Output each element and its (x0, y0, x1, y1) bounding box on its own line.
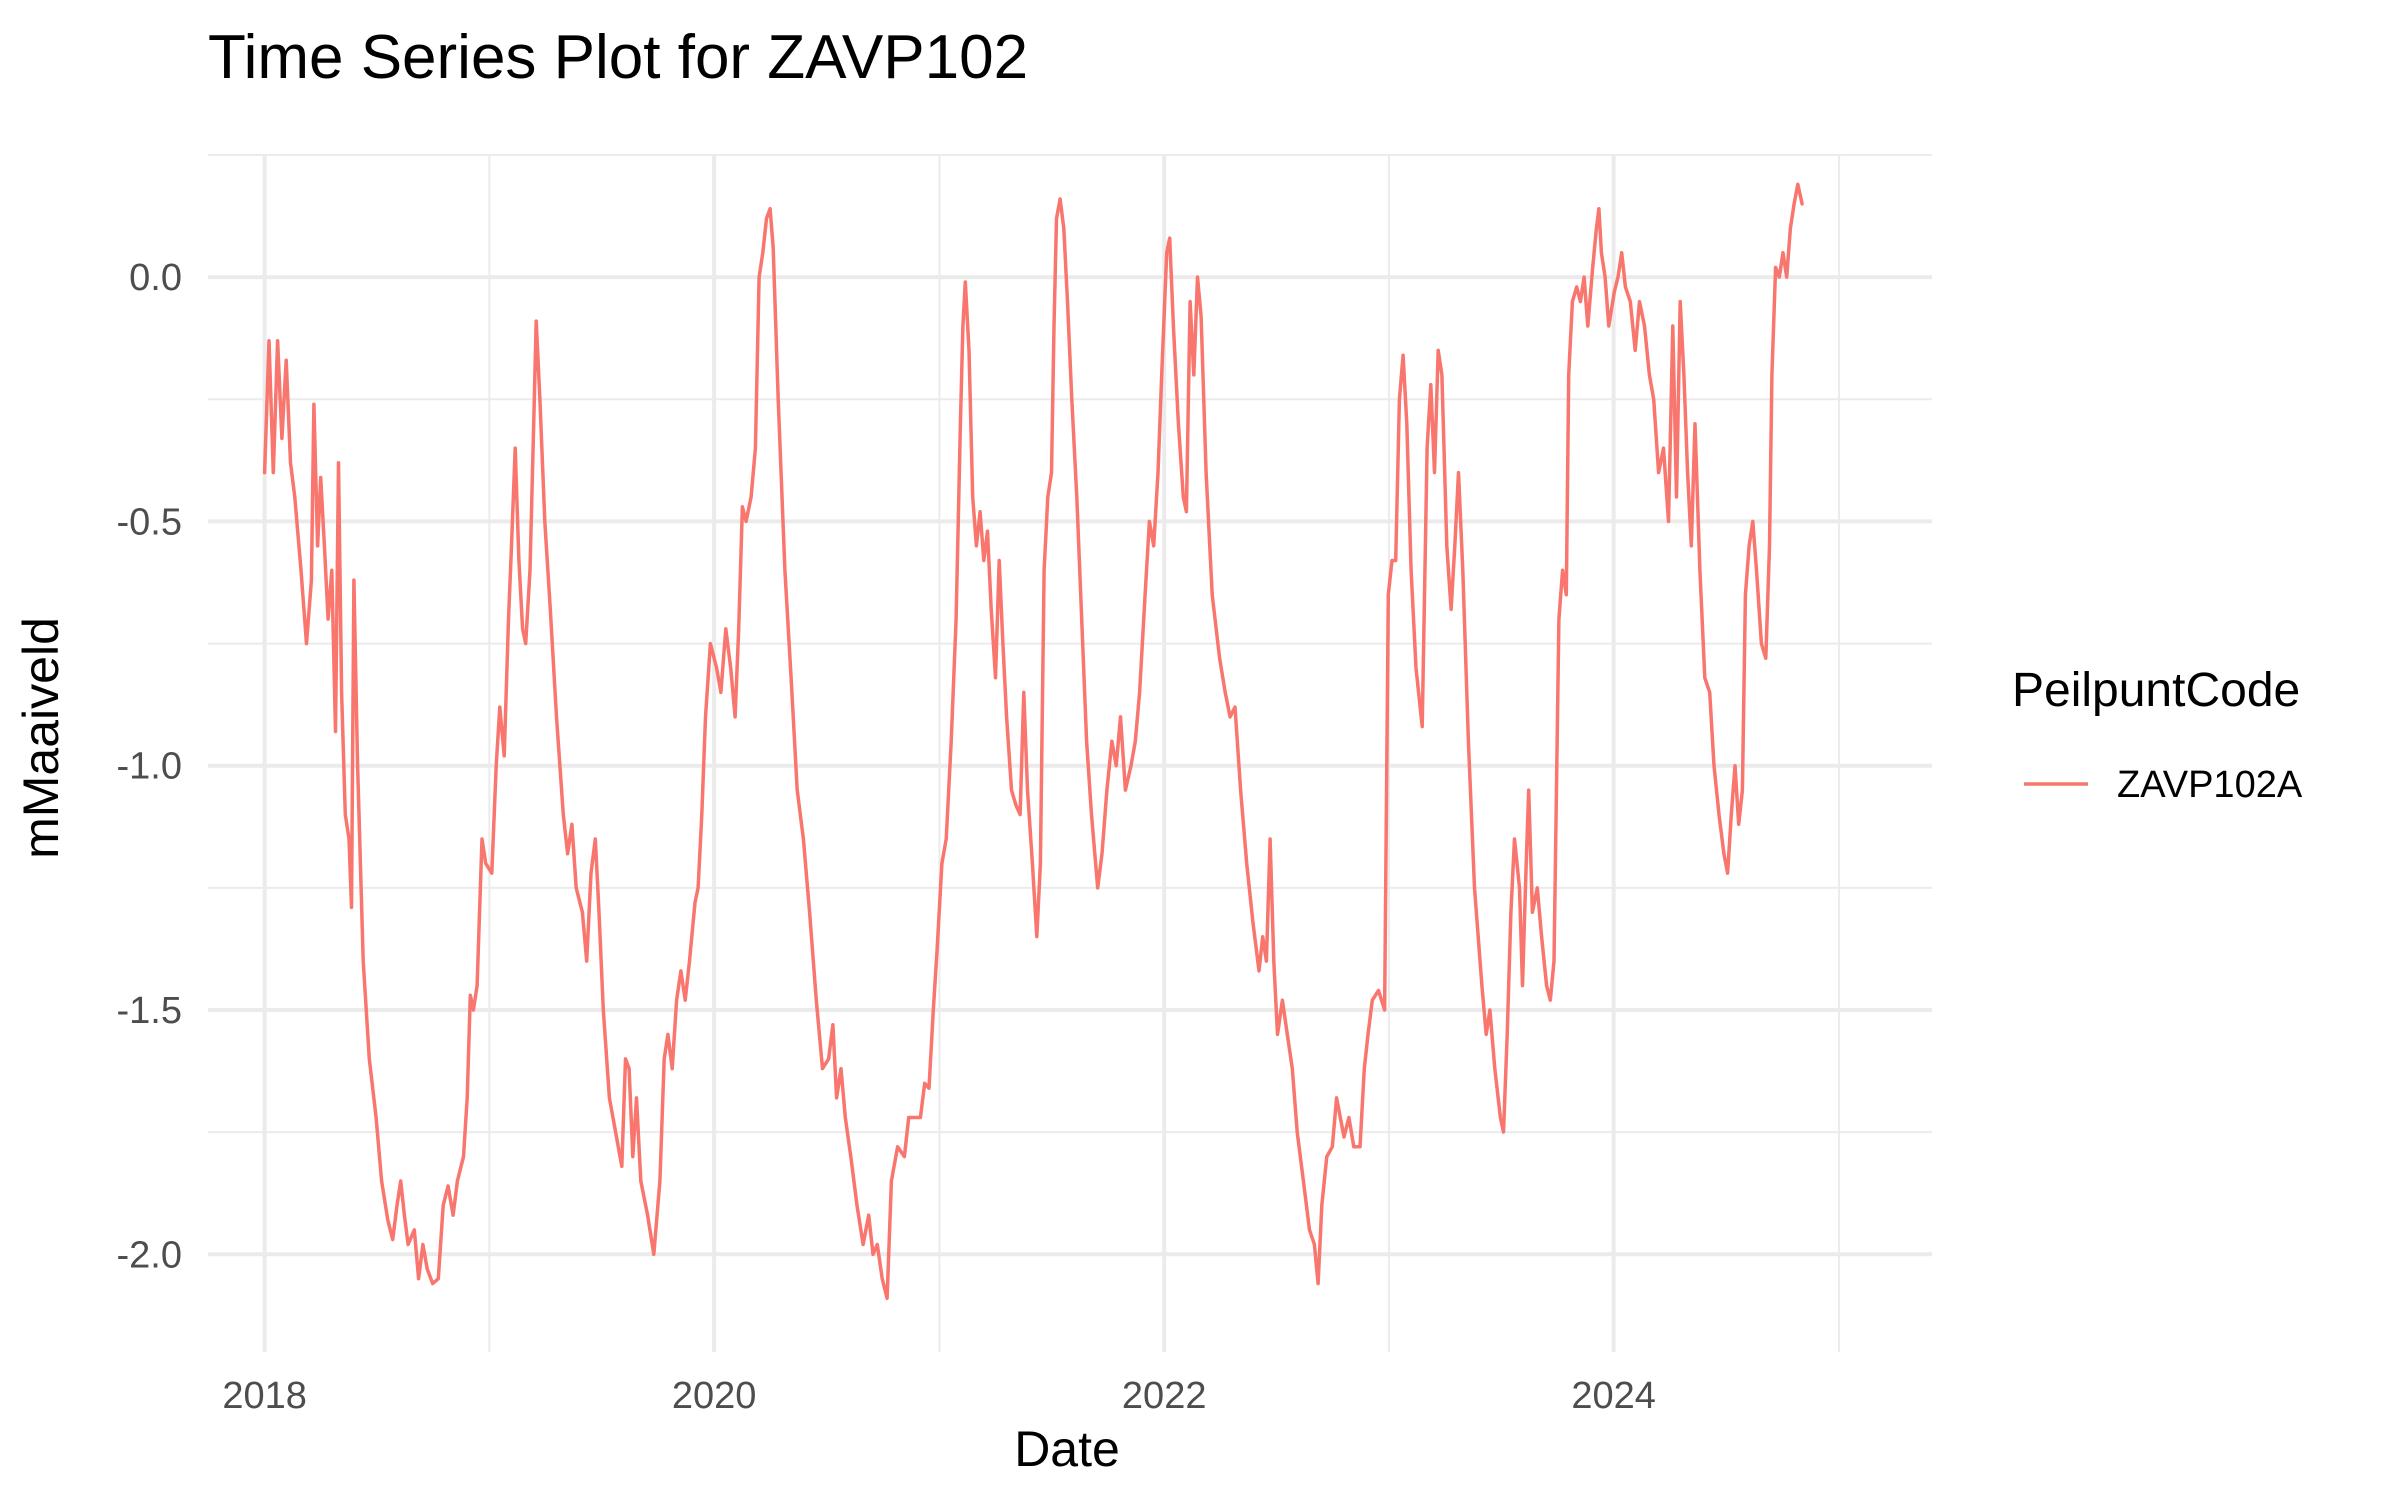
y-tick-label: -1.0 (117, 746, 182, 788)
y-axis-title: mMaaiveld (13, 617, 69, 859)
legend-label: ZAVP102A (2117, 764, 2303, 806)
series-line-ZAVP102A (262, 182, 1804, 1301)
y-axis-ticks: 0.0 -0.5 -1.0 -1.5 -2.0 (117, 257, 182, 1276)
y-tick-label: -0.5 (117, 501, 182, 543)
x-axis-ticks: 2018 2020 2022 2024 (222, 1375, 1656, 1417)
y-tick-label: -2.0 (117, 1234, 182, 1276)
x-tick-label: 2018 (222, 1375, 307, 1417)
x-tick-label: 2024 (1571, 1375, 1656, 1417)
legend: PeilpuntCode ZAVP102A (2012, 664, 2303, 806)
x-tick-label: 2020 (672, 1375, 757, 1417)
plot-line-layer (262, 182, 1804, 1301)
y-tick-label: -1.5 (117, 990, 182, 1032)
x-axis-title: Date (1014, 1421, 1120, 1477)
x-tick-label: 2022 (1122, 1375, 1207, 1417)
chart-title: Time Series Plot for ZAVP102 (208, 23, 1028, 92)
legend-title: PeilpuntCode (2012, 664, 2300, 717)
y-tick-label: 0.0 (129, 257, 182, 299)
